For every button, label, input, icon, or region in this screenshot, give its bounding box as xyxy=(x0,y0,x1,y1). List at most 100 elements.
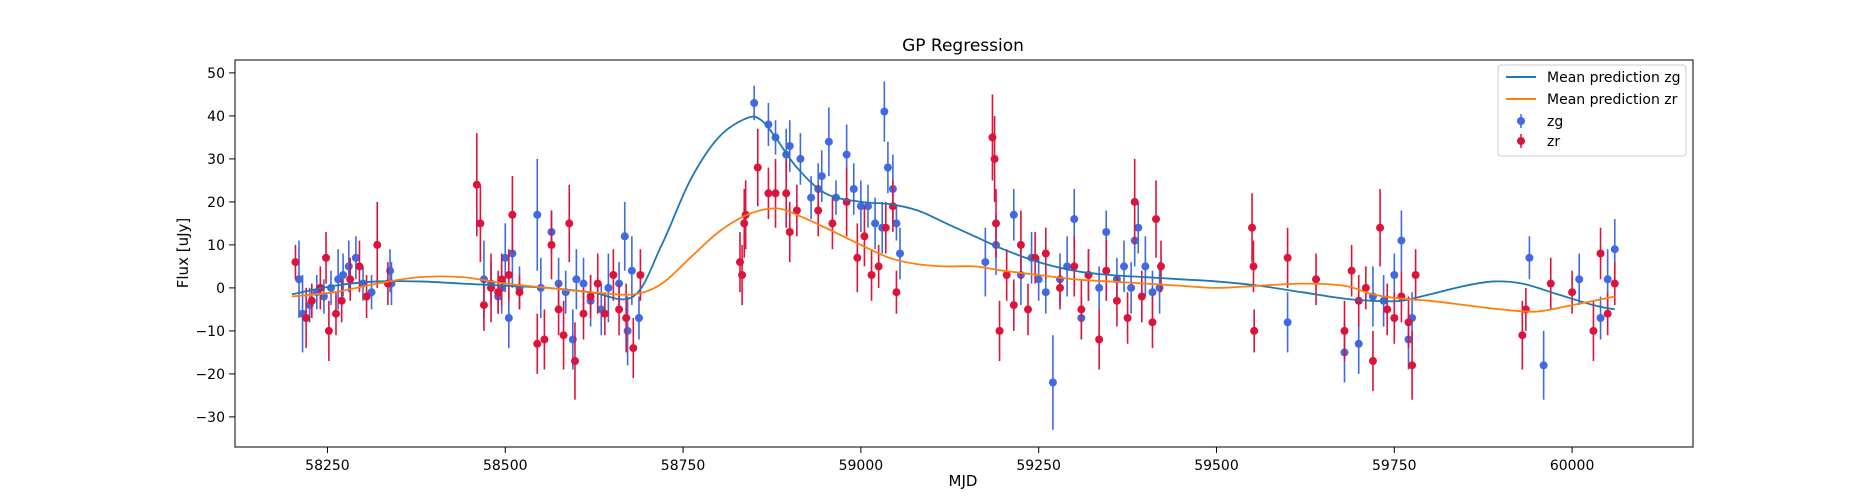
y-axis-label: Flux [uJy] xyxy=(174,218,192,288)
data-point-zr xyxy=(497,275,506,284)
data-point-zr xyxy=(533,339,542,348)
x-tick-label: 58500 xyxy=(483,458,528,474)
data-point-zg xyxy=(295,275,304,284)
data-point-zr xyxy=(753,163,762,172)
data-point-zg xyxy=(627,266,636,275)
data-point-zr xyxy=(771,189,780,198)
data-point-zr xyxy=(302,314,311,322)
data-point-zr xyxy=(995,326,1004,335)
legend-item-zg: zg xyxy=(1517,114,1563,130)
x-axis-label: MJD xyxy=(949,472,978,490)
legend-frame xyxy=(1497,64,1687,157)
data-point-zr xyxy=(586,292,595,301)
data-point-zr xyxy=(609,271,618,279)
data-point-zr xyxy=(1249,262,1258,271)
data-point-zg xyxy=(817,172,826,181)
data-point-zr xyxy=(1024,305,1033,314)
data-point-zr xyxy=(1112,296,1121,305)
data-point-zg xyxy=(807,193,816,202)
data-point-zr xyxy=(324,326,333,335)
data-point-zr xyxy=(600,309,609,318)
data-point-zr xyxy=(479,301,488,310)
data-point-zr xyxy=(1361,283,1370,292)
y-tick-label: −20 xyxy=(195,367,225,383)
data-point-zr xyxy=(874,262,883,271)
data-point-zg xyxy=(1610,245,1619,254)
data-point-zg xyxy=(533,210,542,219)
data-point-zr xyxy=(629,344,638,353)
plot-area xyxy=(234,59,1694,448)
data-point-zg xyxy=(895,249,904,258)
data-point-zr xyxy=(515,288,524,297)
data-point-zg xyxy=(883,163,892,172)
data-point-zr xyxy=(1152,215,1161,224)
data-point-zr xyxy=(1250,326,1259,335)
data-point-zr xyxy=(570,357,579,365)
data-point-zr xyxy=(990,154,999,163)
data-point-zr xyxy=(853,253,862,262)
data-point-zg xyxy=(351,253,360,262)
data-point-zg xyxy=(1603,275,1612,284)
data-point-zg xyxy=(1120,262,1129,271)
data-point-zr xyxy=(1123,314,1132,322)
data-point-zg xyxy=(1283,318,1292,327)
x-tick-label: 59250 xyxy=(1016,458,1061,474)
data-point-zg xyxy=(1041,288,1050,297)
data-point-zr xyxy=(1148,318,1157,327)
series-line-mean-prediction-zr xyxy=(291,207,1615,313)
legend-item-zg-mean: Mean prediction zg xyxy=(1506,70,1681,86)
data-point-zr xyxy=(738,271,747,279)
data-point-zr xyxy=(1383,305,1392,314)
data-point-zr xyxy=(1157,262,1166,271)
data-point-zr xyxy=(1070,262,1079,271)
data-point-zg xyxy=(1009,210,1018,219)
data-point-zr xyxy=(362,292,371,301)
legend-label-zr: zr xyxy=(1547,134,1560,150)
data-point-zg xyxy=(620,232,629,241)
data-point-zr xyxy=(1077,305,1086,314)
y-tick-label: 40 xyxy=(207,109,225,125)
data-point-zg xyxy=(1034,275,1043,284)
data-point-zr xyxy=(992,219,1001,228)
data-point-zg xyxy=(892,219,901,228)
data-point-zr xyxy=(1002,271,1011,279)
data-point-zg xyxy=(623,326,632,335)
data-point-zr xyxy=(1041,249,1050,258)
data-point-zg xyxy=(1397,236,1406,245)
data-point-zr xyxy=(1518,331,1527,340)
data-point-zg xyxy=(871,219,880,228)
data-point-zr xyxy=(504,271,513,279)
series-layer xyxy=(291,81,1619,430)
data-point-zg xyxy=(501,253,510,262)
data-point-zg xyxy=(1127,283,1136,292)
data-point-zr xyxy=(472,180,481,189)
data-point-zr xyxy=(867,271,876,279)
data-point-zr xyxy=(565,219,574,228)
data-point-zg xyxy=(1390,271,1399,279)
data-point-zr xyxy=(1347,266,1356,275)
y-tick-label: −30 xyxy=(195,410,225,426)
data-point-zr xyxy=(636,271,645,279)
data-point-zr xyxy=(355,262,364,271)
legend-marker-zg xyxy=(1517,117,1525,125)
data-point-zg xyxy=(1525,253,1534,262)
data-point-zg xyxy=(1134,223,1143,232)
data-point-zr xyxy=(1390,314,1399,322)
data-point-zr xyxy=(331,309,340,318)
data-point-zg xyxy=(1070,215,1079,224)
x-tick-label: 60000 xyxy=(1550,458,1595,474)
data-point-zr xyxy=(508,210,517,219)
data-point-zr xyxy=(622,314,631,322)
data-point-zr xyxy=(1404,318,1413,327)
data-point-zg xyxy=(634,314,643,322)
data-point-zr xyxy=(547,240,556,249)
data-point-zr xyxy=(1340,326,1349,335)
y-tick-label: 20 xyxy=(207,195,225,211)
data-point-zg xyxy=(1539,361,1548,370)
data-point-zr xyxy=(1312,275,1321,284)
y-axis: −30 −20 −10 0 10 20 30 40 50 xyxy=(195,66,235,426)
data-point-zg xyxy=(1102,228,1111,236)
legend-item-zr-mean: Mean prediction zr xyxy=(1506,92,1678,108)
x-tick-label: 58750 xyxy=(661,458,706,474)
